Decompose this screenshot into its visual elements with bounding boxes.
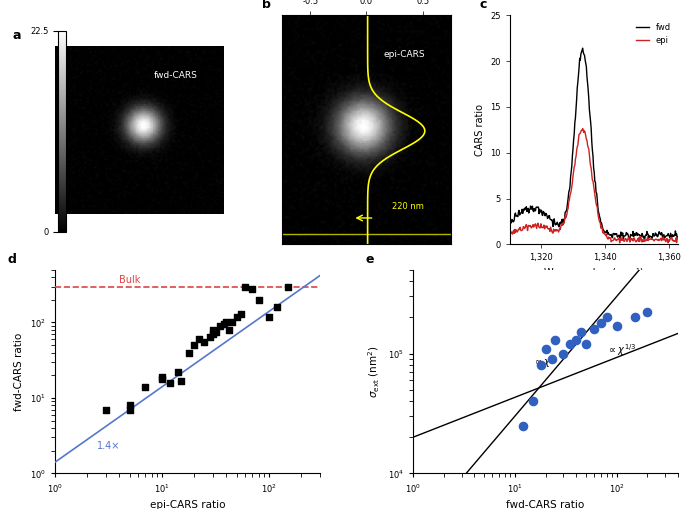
Point [546, 355, 557, 363]
Point [214, 322, 225, 330]
fwd [579, 45, 587, 51]
fwd [611, 232, 619, 238]
epi [616, 240, 624, 246]
Point [208, 326, 219, 334]
epi [608, 238, 616, 244]
Y-axis label: fwd-CARS ratio: fwd-CARS ratio [14, 332, 24, 411]
Point [253, 296, 264, 304]
Point [156, 375, 167, 383]
Point [172, 368, 183, 376]
Point [581, 340, 592, 348]
Line: epi: epi [503, 129, 684, 243]
Point [588, 325, 599, 333]
Legend: fwd, epi: fwd, epi [633, 19, 674, 48]
Text: epi-CARS: epi-CARS [384, 50, 425, 59]
Point [221, 319, 232, 327]
Point [199, 338, 210, 346]
fwd [664, 233, 673, 239]
Point [240, 282, 251, 291]
Point [210, 328, 221, 336]
Point [540, 345, 551, 353]
Point [232, 313, 242, 321]
Point [247, 285, 258, 293]
Line: fwd: fwd [503, 48, 684, 241]
Point [558, 350, 569, 358]
Text: $\propto\chi$: $\propto\chi$ [533, 357, 551, 369]
X-axis label: fwd-CARS ratio: fwd-CARS ratio [506, 500, 584, 509]
Point [601, 314, 612, 322]
Text: b: b [262, 0, 271, 11]
epi [664, 237, 673, 243]
Point [630, 314, 640, 322]
Point [124, 406, 135, 414]
Point [272, 303, 283, 311]
Point [517, 421, 528, 430]
Point [223, 326, 234, 334]
fwd [500, 223, 508, 230]
epi [680, 237, 685, 243]
epi [611, 235, 619, 241]
Point [550, 336, 561, 344]
fwd [653, 234, 661, 240]
fwd [640, 238, 649, 244]
Point [165, 379, 176, 387]
Point [576, 328, 587, 336]
epi [607, 239, 615, 245]
Point [282, 282, 293, 291]
Point [595, 319, 606, 327]
Point [236, 310, 247, 318]
epi [579, 126, 587, 132]
Point [571, 336, 582, 344]
fwd [499, 224, 508, 230]
Point [565, 340, 576, 348]
Point [193, 335, 204, 343]
Text: e: e [365, 252, 373, 266]
Point [204, 332, 215, 341]
Y-axis label: $\sigma_{\rm ext}$ (nm$^2$): $\sigma_{\rm ext}$ (nm$^2$) [366, 345, 382, 398]
Point [188, 341, 199, 349]
Point [184, 349, 195, 357]
X-axis label: Wavenumber (cm⁻¹): Wavenumber (cm⁻¹) [544, 268, 644, 278]
Point [140, 383, 151, 391]
Point [156, 373, 167, 381]
Text: fwd-CARS: fwd-CARS [154, 71, 198, 80]
fwd [607, 231, 615, 237]
Text: Bulk: Bulk [119, 275, 140, 286]
epi [500, 232, 508, 238]
Point [219, 320, 229, 328]
Text: 1.4×: 1.4× [97, 441, 121, 450]
fwd [608, 234, 616, 240]
Point [208, 330, 219, 338]
Point [527, 397, 538, 405]
Point [124, 401, 135, 409]
Text: 220 nm: 220 nm [392, 202, 423, 211]
Point [536, 361, 547, 369]
Point [175, 377, 186, 385]
Point [226, 319, 237, 327]
Y-axis label: CARS ratio: CARS ratio [475, 104, 484, 156]
Point [101, 406, 112, 414]
Point [642, 308, 653, 317]
Text: d: d [7, 252, 16, 266]
epi [499, 232, 508, 238]
Point [264, 313, 275, 321]
Point [611, 322, 622, 330]
Text: $\propto\chi^{1/3}$: $\propto\chi^{1/3}$ [607, 342, 636, 357]
Text: a: a [13, 29, 21, 42]
X-axis label: epi-CARS ratio: epi-CARS ratio [150, 500, 225, 509]
epi [653, 237, 661, 243]
fwd [680, 231, 685, 237]
Point [479, 496, 490, 504]
Text: c: c [479, 0, 487, 11]
